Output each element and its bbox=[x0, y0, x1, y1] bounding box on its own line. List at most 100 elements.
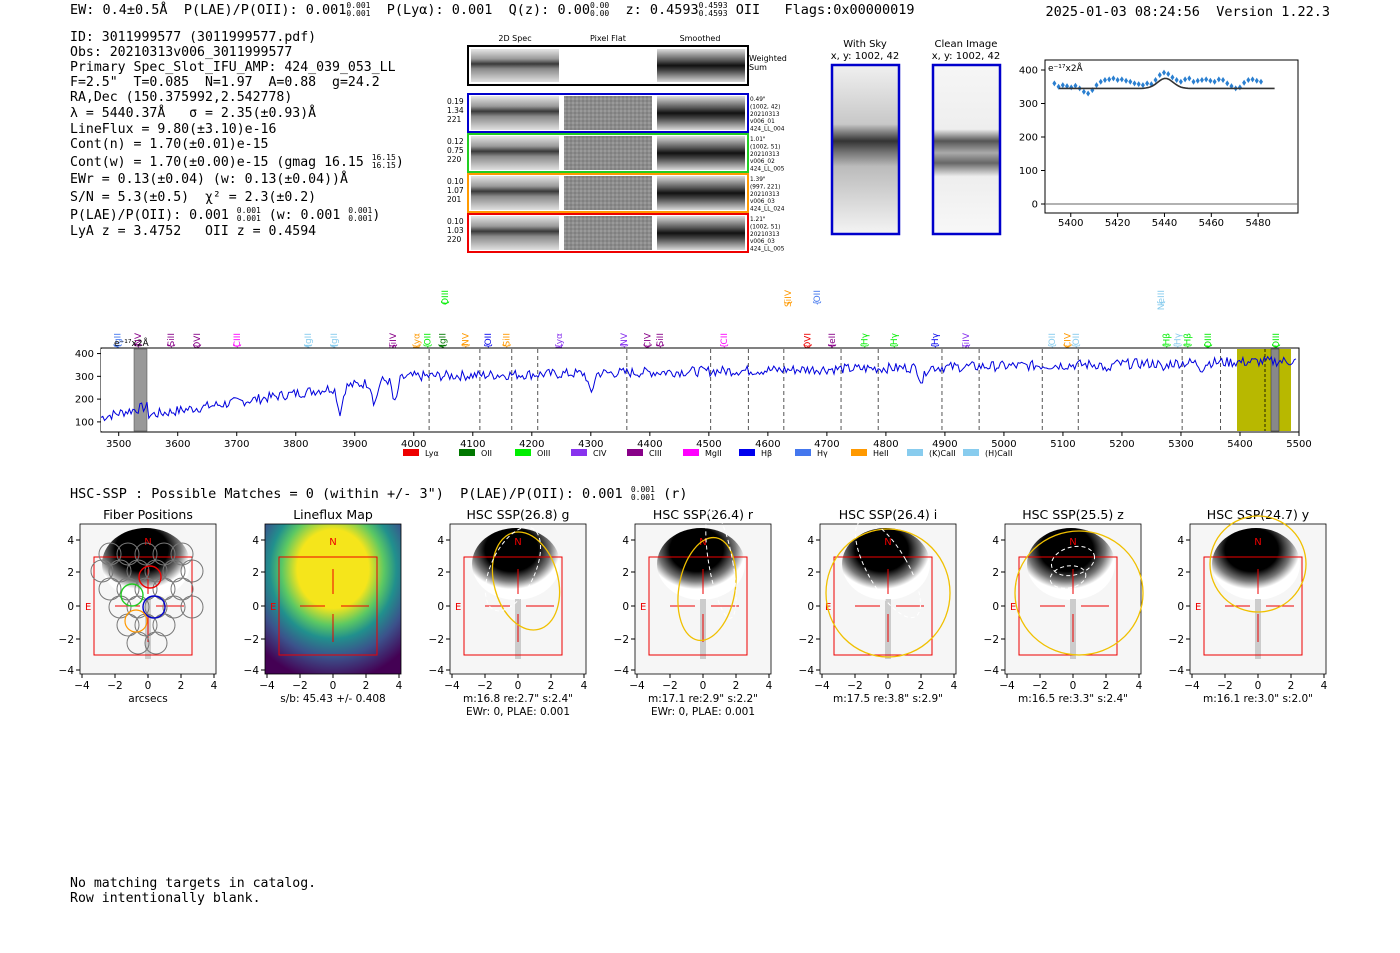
cutout-2dspec bbox=[471, 176, 559, 210]
emission-line-label: OVI bbox=[803, 333, 813, 349]
emission-line-bracket: { bbox=[330, 343, 340, 349]
hsc-ytick-label: 0 bbox=[622, 601, 629, 613]
hsc-xtick-label: 4 bbox=[1136, 680, 1143, 692]
full-ytick-label: 400 bbox=[75, 349, 94, 360]
zoom-point bbox=[1229, 83, 1234, 90]
contw-end: ) bbox=[395, 155, 404, 170]
hsc-xtick-label: −4 bbox=[74, 680, 90, 692]
zoom-point bbox=[1250, 76, 1255, 83]
info-contw: Cont(w) = 1.70(±0.00)e-15 (gmag 16.15 16… bbox=[70, 153, 404, 171]
emission-line-label: Hβ bbox=[1183, 333, 1193, 346]
cutout-stat: 0.10 bbox=[447, 177, 464, 186]
cutout-meta: 1.01" bbox=[750, 137, 766, 143]
hsc-ytick-label: 2 bbox=[807, 567, 814, 579]
emission-line-label: MgII bbox=[330, 333, 340, 352]
cutout-meta: (1002, 51) bbox=[750, 144, 780, 150]
hsc-aperture-ellipse bbox=[677, 536, 737, 642]
full-xtick-label: 4400 bbox=[637, 439, 662, 450]
cutout-header-2dspec: 2D Spec bbox=[498, 34, 531, 43]
hsc-xtick-label: 2 bbox=[548, 680, 555, 692]
zoom-point bbox=[1060, 82, 1065, 89]
weighted-sum-label-2: Sum bbox=[749, 63, 767, 72]
full-xtick-label: 5200 bbox=[1109, 439, 1134, 450]
header-z: z: 0.4593 bbox=[625, 2, 699, 18]
emission-line-label: Lyα bbox=[555, 333, 565, 349]
zoom-point bbox=[1225, 80, 1230, 87]
hsc-ytick-label: −4 bbox=[614, 665, 630, 677]
hsc-panel-title: HSC SSP(26.4) r bbox=[653, 507, 754, 522]
plae-w-text: (w: 0.001 bbox=[268, 208, 341, 223]
cutout-stat: 1.34 bbox=[447, 106, 464, 115]
hsc-summary: HSC-SSP : Possible Matches = 0 (within +… bbox=[70, 486, 687, 503]
legend-swatch bbox=[403, 449, 419, 456]
legend-label: Lyα bbox=[425, 449, 439, 458]
zoom-ytick-label: 200 bbox=[1019, 133, 1038, 144]
zoom-ytick-label: 0 bbox=[1032, 200, 1038, 211]
zoom-ytick-label: 100 bbox=[1019, 166, 1038, 177]
zoom-point bbox=[1242, 79, 1247, 86]
emission-line-bracket: { bbox=[193, 343, 203, 349]
hsc-summary-text: HSC-SSP : Possible Matches = 0 (within +… bbox=[70, 486, 623, 502]
plae-lo: 0.001 bbox=[236, 214, 261, 223]
emission-line-label: MgII bbox=[439, 333, 449, 352]
hsc-xtick-label: 4 bbox=[396, 680, 403, 692]
zoom-ytick-label: 300 bbox=[1019, 99, 1038, 110]
zoom-point bbox=[1052, 80, 1057, 87]
full-xtick-label: 4700 bbox=[814, 439, 839, 450]
cutout-meta: 1.39" bbox=[750, 177, 766, 183]
info-ewr: EWr = 0.13(±0.04) (w: 0.13(±0.04))Å bbox=[70, 172, 348, 187]
hsc-xtick-label: −4 bbox=[444, 680, 460, 692]
emission-line-bracket: { bbox=[1272, 343, 1282, 349]
cutout-stat: 201 bbox=[447, 195, 462, 204]
zoom-point bbox=[1216, 76, 1221, 83]
hsc-panel-caption-2: EWr: 0, PLAE: 0.001 bbox=[651, 706, 755, 718]
cutout-meta: (1002, 42) bbox=[750, 104, 780, 110]
with-sky-title: With Sky bbox=[843, 39, 887, 50]
compass-north: N bbox=[1069, 537, 1076, 548]
contw-text: Cont(w) = 1.70(±0.00)e-15 (gmag 16.15 bbox=[70, 155, 364, 170]
fiber-circle-blue bbox=[142, 595, 166, 619]
hsc-ytick-label: −2 bbox=[799, 634, 814, 646]
hsc-panel-title: HSC SSP(26.4) i bbox=[839, 507, 937, 522]
plae-end: ) bbox=[372, 208, 381, 223]
contw-hi: 16.15 bbox=[371, 153, 396, 162]
hsc-xtick-label: 0 bbox=[700, 680, 707, 692]
cutout-2dspec bbox=[471, 136, 559, 170]
compass-east: E bbox=[85, 602, 91, 613]
cutout-smoothed bbox=[657, 176, 745, 210]
cutout-2dspec bbox=[471, 96, 559, 130]
zoom-spectrum-frame bbox=[1044, 59, 1299, 214]
zoom-point bbox=[1073, 82, 1078, 89]
compass-north: N bbox=[699, 537, 706, 548]
plae-w-err: 0.001 0.001 bbox=[348, 207, 372, 223]
hsc-xtick-label: 2 bbox=[1288, 680, 1295, 692]
emission-line-label: CIV bbox=[1064, 332, 1074, 348]
hsc-panel: HSC SSP(26.8) g N E 4 2 0 −2 −4 −4 −2 0 2 4 m:16.8 re… bbox=[429, 507, 588, 718]
emission-line-bracket: { bbox=[861, 343, 871, 349]
info-lambda: λ = 5440.37Å σ = 2.35(±0.93)Å bbox=[70, 106, 317, 121]
hsc-xtick-label: 2 bbox=[1103, 680, 1110, 692]
hsc-source-ellipse-2 bbox=[1049, 565, 1087, 589]
cutout-meta: v006_01 bbox=[750, 119, 775, 125]
hsc-xtick-label: 2 bbox=[733, 680, 740, 692]
hsc-xtick-label: −2 bbox=[1217, 680, 1232, 692]
hsc-ytick-label: 4 bbox=[437, 535, 444, 547]
highlight-core bbox=[1270, 348, 1280, 432]
compass-north: N bbox=[1254, 537, 1261, 548]
emission-line-bracket: { bbox=[813, 300, 823, 306]
compass-east: E bbox=[1010, 602, 1016, 613]
full-xtick-label: 4200 bbox=[519, 439, 544, 450]
hsc-xtick-label: 4 bbox=[581, 680, 588, 692]
footer-line-1: No matching targets in catalog. bbox=[70, 876, 317, 891]
zoom-point bbox=[1221, 77, 1226, 84]
datetime-text: 2025-01-03 08:24:56 bbox=[1045, 4, 1200, 20]
contw-lo: 16.15 bbox=[371, 161, 396, 170]
hsc-xtick-label: 4 bbox=[211, 680, 218, 692]
cutout-meta: 424_LL_005 bbox=[750, 247, 785, 253]
hsc-panel-caption: arcsecs bbox=[128, 693, 167, 705]
hsc-source-blob bbox=[657, 528, 745, 600]
zoom-point bbox=[1098, 78, 1103, 85]
emission-line-bracket: { bbox=[803, 343, 813, 349]
hsc-ytick-label: 4 bbox=[992, 535, 999, 547]
cutout-pixelflat bbox=[564, 136, 652, 170]
